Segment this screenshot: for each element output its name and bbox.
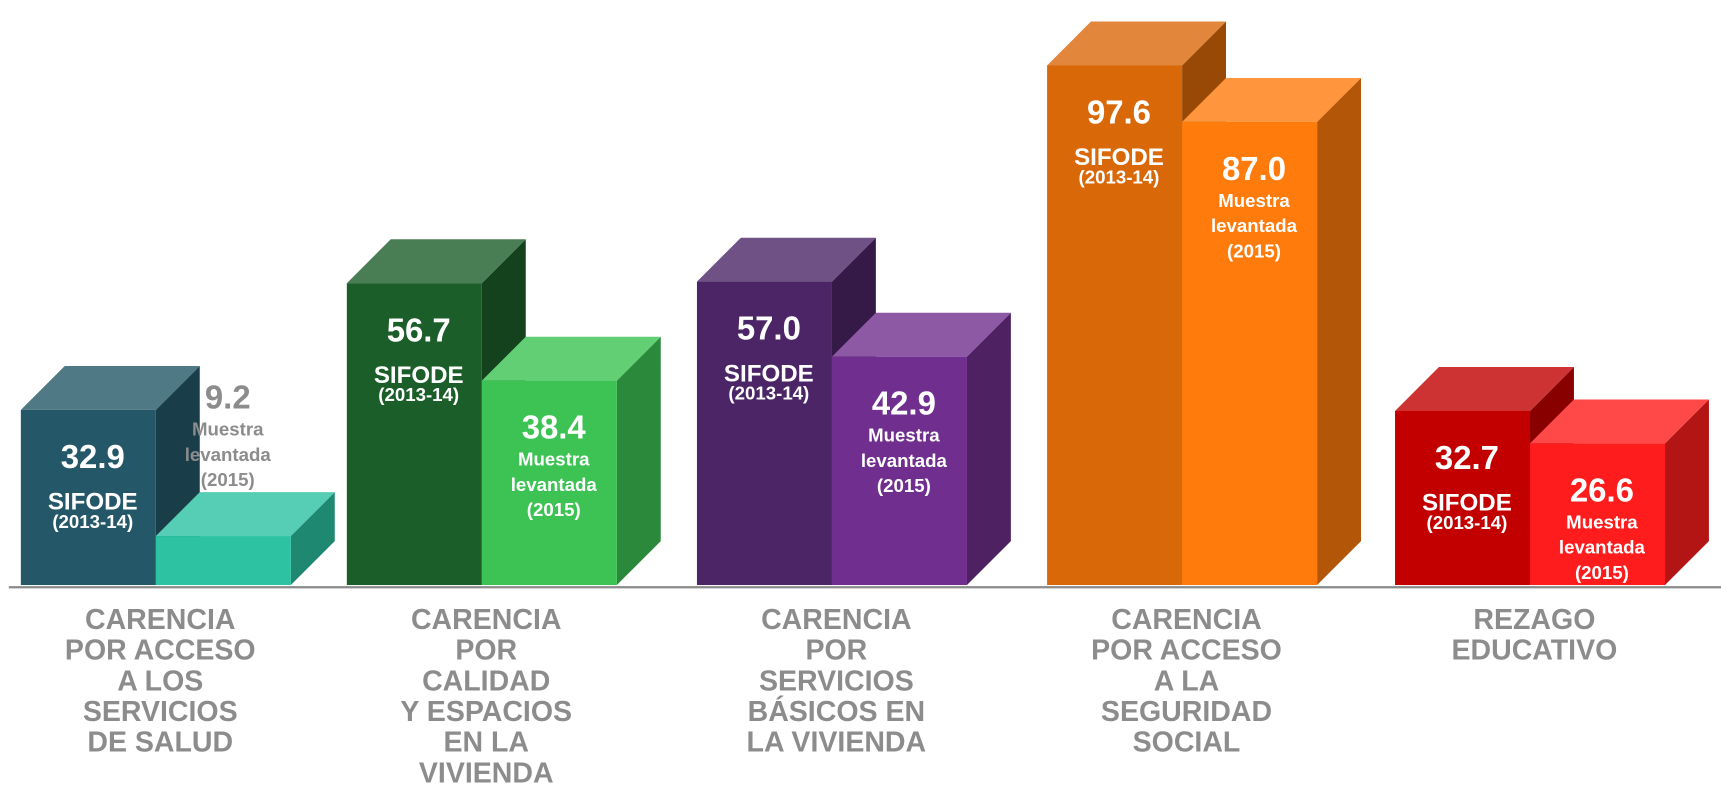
category-label: EN LA (443, 727, 529, 759)
bar-side (966, 312, 1011, 586)
category-label: DE SALUD (87, 727, 233, 759)
category-label: REZAGO (1473, 604, 1595, 636)
bar (1182, 121, 1318, 586)
value-label: 32.7 (1435, 439, 1499, 476)
bar-top (155, 492, 335, 537)
bar (481, 380, 617, 586)
value-label: 97.6 (1087, 94, 1151, 131)
series-label: SIFODE (724, 360, 814, 387)
bar-top (1182, 77, 1361, 122)
category-label: CARENCIA (85, 604, 236, 636)
bar (1395, 410, 1531, 586)
category-label: SOCIAL (1133, 727, 1241, 759)
series-label: Muestra (868, 425, 940, 446)
series-label: Muestra (1566, 511, 1638, 532)
category-label: CARENCIA (1111, 604, 1262, 636)
category-label: LA VIVIENDA (747, 727, 927, 759)
series-label: Muestra (1218, 190, 1290, 211)
category-label: POR ACCESO (1091, 635, 1282, 667)
series-label: SIFODE (48, 489, 138, 516)
bar (155, 536, 291, 586)
bar-top (696, 237, 876, 282)
bar-side (1317, 77, 1361, 586)
series-label: (2013-14) (728, 383, 809, 404)
category-label: Y ESPACIOS (400, 696, 572, 728)
series-label: SIFODE (1422, 490, 1512, 517)
bar-top (20, 365, 200, 410)
category-label: POR ACCESO (65, 635, 256, 667)
category-label: A LOS (117, 665, 203, 697)
category-label: A LA (1154, 665, 1219, 697)
bar-side (616, 336, 661, 586)
series-label: (2015) (1575, 562, 1629, 583)
series-label: Muestra (518, 449, 590, 470)
category-label: POR (455, 635, 517, 667)
series-label: (2013-14) (52, 511, 133, 532)
value-label: 42.9 (872, 385, 936, 422)
series-label: levantada (1211, 215, 1298, 236)
bar (346, 283, 482, 586)
value-label: 26.6 (1570, 472, 1634, 509)
bar-side (1665, 399, 1709, 586)
series-label: SIFODE (1074, 144, 1164, 171)
series-label: levantada (511, 474, 598, 495)
value-label: 87.0 (1222, 150, 1286, 187)
category-label: CARENCIA (761, 604, 912, 636)
series-label: (2015) (527, 499, 581, 520)
series-label: (2013-14) (378, 384, 459, 405)
series-label: levantada (185, 444, 272, 465)
value-label: 32.9 (61, 438, 125, 475)
bar (1530, 443, 1666, 586)
bar-top (831, 312, 1011, 357)
series-label: (2013-14) (1426, 512, 1507, 533)
category-label: BÁSICOS EN (748, 696, 925, 728)
category-label: CARENCIA (411, 604, 562, 636)
category-label: EDUCATIVO (1451, 635, 1617, 667)
series-label: (2015) (877, 475, 931, 496)
series-label: (2015) (201, 469, 255, 490)
value-label: 9.2 (205, 379, 251, 416)
bar (831, 356, 967, 586)
value-label: 38.4 (522, 409, 587, 446)
category-label: VIVIENDA (419, 757, 554, 787)
value-label: 57.0 (737, 310, 801, 347)
bar-side (290, 492, 335, 586)
bar (20, 409, 156, 586)
series-label: levantada (861, 450, 948, 471)
category-label: SERVICIOS (83, 696, 238, 728)
bar (696, 281, 832, 586)
series-label: SIFODE (374, 362, 464, 389)
bar-top (346, 239, 526, 284)
series-label: levantada (1559, 537, 1646, 558)
category-label: SEGURIDAD (1101, 696, 1272, 728)
bar (1047, 65, 1183, 586)
category-label: CALIDAD (422, 665, 550, 697)
category-label: POR (805, 635, 867, 667)
series-label: (2013-14) (1079, 166, 1160, 187)
bar-top (1530, 399, 1709, 444)
series-label: (2015) (1227, 240, 1281, 261)
series-label: Muestra (192, 419, 264, 440)
value-label: 56.7 (387, 311, 451, 348)
category-label: SERVICIOS (759, 665, 914, 697)
bar-top (1395, 367, 1574, 411)
bar-top (481, 336, 661, 381)
bar-top (1047, 21, 1226, 66)
